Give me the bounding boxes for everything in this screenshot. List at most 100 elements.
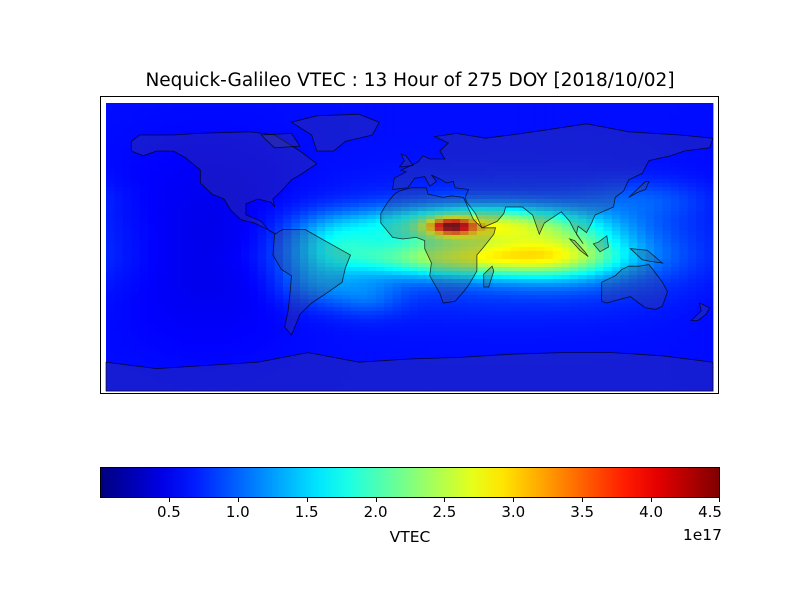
heatmap-cell	[274, 327, 284, 332]
heatmap-cell	[375, 335, 385, 340]
heatmap-cell	[653, 343, 663, 348]
heatmap-cell	[173, 307, 183, 312]
heatmap-cell	[443, 319, 453, 324]
heatmap-cell	[679, 195, 689, 200]
heatmap-cell	[173, 223, 183, 228]
heatmap-cell	[594, 275, 604, 280]
heatmap-cell	[485, 303, 495, 308]
heatmap-cell	[586, 215, 596, 220]
heatmap-cell	[367, 371, 377, 376]
heatmap-cell	[527, 131, 537, 136]
heatmap-cell	[384, 223, 394, 228]
heatmap-cell	[670, 151, 680, 156]
heatmap-cell	[392, 311, 402, 316]
heatmap-cell	[426, 367, 436, 372]
heatmap-cell	[704, 359, 714, 364]
heatmap-cell	[139, 211, 149, 216]
heatmap-cell	[502, 231, 512, 236]
heatmap-cell	[131, 323, 141, 328]
heatmap-cell	[207, 195, 216, 200]
heatmap-cell	[207, 143, 216, 148]
heatmap-cell	[569, 179, 579, 184]
heatmap-cell	[392, 107, 402, 112]
heatmap-cell	[434, 311, 444, 316]
heatmap-cell	[426, 239, 436, 244]
heatmap-cell	[679, 107, 689, 112]
heatmap-cell	[552, 131, 562, 136]
heatmap-cell	[106, 115, 115, 120]
heatmap-cell	[468, 283, 478, 288]
heatmap-cell	[207, 323, 216, 328]
heatmap-cell	[240, 291, 250, 296]
heatmap-cell	[552, 107, 562, 112]
heatmap-cell	[232, 211, 242, 216]
heatmap-cell	[384, 267, 394, 272]
heatmap-cell	[375, 147, 385, 152]
heatmap-cell	[561, 355, 571, 360]
heatmap-cell	[367, 271, 377, 276]
heatmap-cell	[131, 295, 141, 300]
heatmap-cell	[148, 267, 157, 272]
heatmap-cell	[569, 231, 579, 236]
heatmap-cell	[662, 339, 672, 344]
heatmap-cell	[384, 247, 394, 252]
heatmap-cell	[552, 371, 562, 376]
heatmap-cell	[594, 203, 604, 208]
heatmap-cell	[198, 299, 208, 304]
heatmap-cell	[283, 347, 292, 352]
heatmap-cell	[367, 215, 377, 220]
heatmap-cell	[266, 259, 276, 264]
heatmap-cell	[578, 267, 587, 272]
heatmap-cell	[384, 275, 394, 280]
heatmap-cell	[401, 227, 410, 232]
heatmap-cell	[493, 203, 503, 208]
heatmap-cell	[502, 259, 512, 264]
heatmap-cell	[620, 255, 630, 260]
heatmap-cell	[316, 191, 326, 196]
heatmap-cell	[350, 315, 360, 320]
heatmap-cell	[106, 119, 115, 124]
heatmap-cell	[493, 223, 503, 228]
heatmap-cell	[316, 119, 326, 124]
heatmap-cell	[485, 123, 495, 128]
heatmap-cell	[266, 299, 276, 304]
heatmap-cell	[283, 123, 292, 128]
heatmap-cell	[367, 235, 377, 240]
heatmap-cell	[257, 179, 267, 184]
heatmap-cell	[451, 107, 461, 112]
heatmap-cell	[392, 267, 402, 272]
heatmap-cell	[527, 311, 537, 316]
heatmap-cell	[367, 227, 377, 232]
heatmap-cell	[207, 203, 216, 208]
heatmap-cell	[409, 203, 419, 208]
heatmap-cell	[401, 215, 410, 220]
heatmap-cell	[131, 307, 141, 312]
heatmap-cell	[114, 291, 124, 296]
heatmap-cell	[156, 347, 166, 352]
heatmap-cell	[358, 307, 368, 312]
heatmap-cell	[670, 303, 680, 308]
heatmap-cell	[603, 283, 613, 288]
heatmap-cell	[375, 195, 385, 200]
heatmap-cell	[409, 311, 419, 316]
heatmap-cell	[325, 343, 335, 348]
heatmap-cell	[493, 219, 503, 224]
heatmap-cell	[156, 135, 166, 140]
heatmap-cell	[687, 303, 697, 308]
heatmap-cell	[569, 323, 579, 328]
heatmap-cell	[527, 323, 537, 328]
heatmap-cell	[291, 279, 301, 284]
heatmap-cell	[156, 255, 166, 260]
heatmap-cell	[460, 311, 469, 316]
heatmap-cell	[594, 191, 604, 196]
heatmap-cell	[401, 243, 410, 248]
heatmap-cell	[257, 211, 267, 216]
heatmap-cell	[519, 287, 528, 292]
heatmap-cell	[139, 255, 149, 260]
heatmap-cell	[510, 291, 520, 296]
heatmap-cell	[569, 355, 579, 360]
heatmap-cell	[232, 363, 242, 368]
heatmap-cell	[561, 251, 571, 256]
heatmap-cell	[190, 275, 200, 280]
heatmap-cell	[122, 135, 132, 140]
